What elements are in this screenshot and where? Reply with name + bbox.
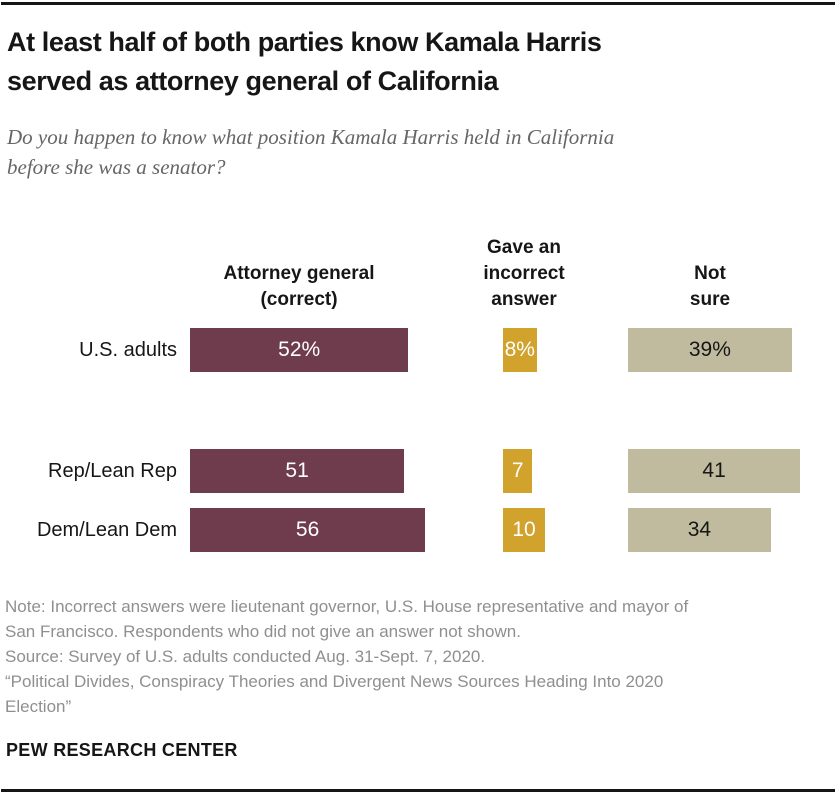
text-line: Note: Incorrect answers were lieutenant … xyxy=(5,597,689,616)
bar-value-label: 7 xyxy=(511,459,524,482)
bar-value-label: 52% xyxy=(278,338,321,361)
text-line: San Francisco. Respondents who did not g… xyxy=(5,622,521,641)
chart-subtitle-question: Do you happen to know what position Kama… xyxy=(7,122,827,182)
bar-attorney-general: 51 xyxy=(190,449,405,493)
bar-value-label: 51 xyxy=(285,459,309,482)
bar-value-label: 41 xyxy=(702,459,726,482)
column-header-incorrect-answer: Gave an incorrect answer xyxy=(483,235,564,313)
text-line: served as attorney general of California xyxy=(7,66,499,96)
top-rule xyxy=(1,2,835,5)
text-line: Not xyxy=(694,263,726,284)
bar-not-sure: 34 xyxy=(628,508,771,552)
bar-value-label: 39% xyxy=(688,338,731,361)
text-line: before she was a senator? xyxy=(7,155,226,179)
bar-incorrect-answer: 8% xyxy=(503,328,537,372)
text-line: At least half of both parties know Kamal… xyxy=(7,27,602,57)
column-header-not-sure: Not sure xyxy=(690,261,730,313)
bottom-rule xyxy=(1,789,835,792)
text-line: Attorney general xyxy=(223,263,375,284)
row-label: U.S. adults xyxy=(79,339,177,361)
bar-not-sure: 41 xyxy=(628,449,801,493)
bar-attorney-general: 52% xyxy=(190,328,409,372)
text-line: Election” xyxy=(5,697,72,716)
text-line: Source: Survey of U.S. adults conducted … xyxy=(5,647,486,666)
bar-incorrect-answer: 7 xyxy=(503,449,533,493)
text-line: sure xyxy=(689,289,731,310)
bar-value-label: 10 xyxy=(512,518,536,541)
text-line: incorrect xyxy=(483,263,565,284)
row-label: Dem/Lean Dem xyxy=(36,519,177,541)
text-line: (correct) xyxy=(260,289,338,310)
text-line: answer xyxy=(491,289,557,310)
column-header-attorney-general: Attorney general (correct) xyxy=(224,261,375,313)
bar-value-label: 56 xyxy=(295,518,320,541)
bar-not-sure: 39% xyxy=(628,328,792,372)
bar-value-label: 34 xyxy=(687,518,712,541)
bar-incorrect-answer: 10 xyxy=(503,508,545,552)
text-line: “Political Divides, Conspiracy Theories … xyxy=(5,672,664,691)
bar-attorney-general: 56 xyxy=(190,508,426,552)
bar-value-label: 8% xyxy=(504,338,535,361)
text-line: Gave an xyxy=(487,237,561,258)
note-text: Note: Incorrect answers were lieutenant … xyxy=(5,594,831,719)
pew-research-center-wordmark: PEW RESEARCH CENTER xyxy=(6,740,238,760)
text-line: Do you happen to know what position Kama… xyxy=(7,125,615,149)
page-title: At least half of both parties know Kamal… xyxy=(7,23,827,101)
row-label: Rep/Lean Rep xyxy=(48,460,177,482)
